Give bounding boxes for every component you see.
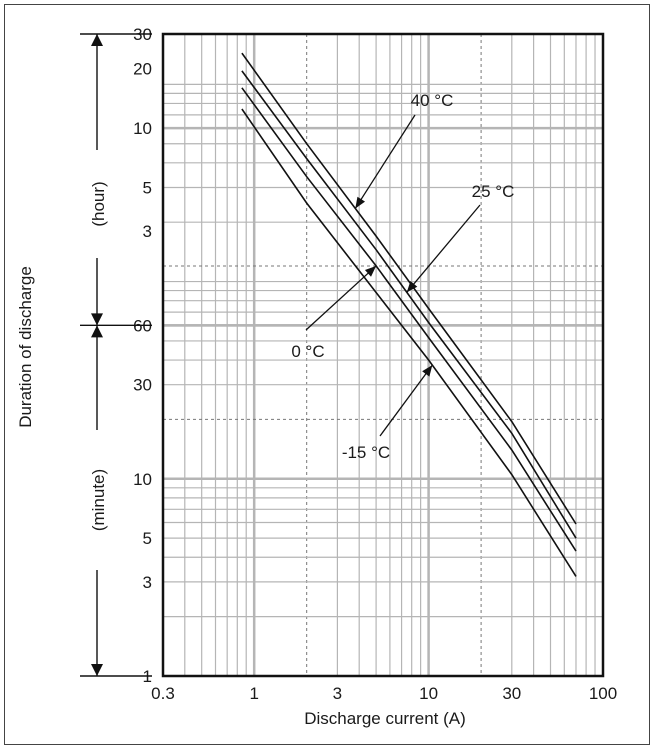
y-tick-label: 3 <box>143 573 152 592</box>
annotation-arrow-head <box>406 280 418 293</box>
annotation-arrow-head <box>364 265 377 277</box>
annotation-arrow-line <box>406 204 481 293</box>
series-line <box>241 52 577 525</box>
x-tick-label: 1 <box>249 684 258 703</box>
tick-labels: 0.313103010013510306035102030 <box>133 25 617 703</box>
x-tick-label: 10 <box>419 684 438 703</box>
y-tick-label: 10 <box>133 470 152 489</box>
series-lines <box>241 52 577 577</box>
annotation-arrow-line <box>354 114 416 209</box>
x-tick-label: 0.3 <box>151 684 175 703</box>
y-tick-label: 5 <box>143 529 152 548</box>
y-tick-label: 10 <box>133 119 152 138</box>
x-tick-label: 30 <box>502 684 521 703</box>
series-line <box>241 108 577 577</box>
annotation-label: 0 °C <box>291 342 324 361</box>
annotation-label: 40 °C <box>411 91 454 110</box>
y-tick-label: 5 <box>143 178 152 197</box>
y-range-arrows <box>80 33 152 677</box>
annotation-arrow-line <box>379 364 433 437</box>
series-line <box>241 87 577 552</box>
grid <box>162 34 604 676</box>
x-axis-label: Discharge current (A) <box>304 709 466 728</box>
annotation-arrow-head <box>355 196 366 209</box>
annotation-label: -15 °C <box>342 443 390 462</box>
y-tick-label: 3 <box>143 222 152 241</box>
y-axis-label: Duration of discharge <box>16 266 35 428</box>
x-tick-label: 3 <box>333 684 342 703</box>
arrow-head <box>91 34 103 46</box>
annotations: 40 °C 25 °C 0 °C -15 °C <box>291 91 514 462</box>
y-range-label-hour: (hour) <box>89 181 108 226</box>
arrow-head <box>91 664 103 676</box>
x-tick-label: 100 <box>589 684 617 703</box>
arrow-head <box>91 313 103 326</box>
series-line <box>241 70 577 539</box>
y-tick-label: 30 <box>133 376 152 395</box>
arrow-head <box>91 325 103 338</box>
y-range-label-minute: (minute) <box>89 469 108 531</box>
y-tick-label: 20 <box>133 60 152 79</box>
annotation-label: 25 °C <box>472 182 515 201</box>
annotation-arrow-head <box>422 365 433 377</box>
annotation-arrow-line <box>305 265 377 331</box>
plot-border <box>161 32 605 678</box>
